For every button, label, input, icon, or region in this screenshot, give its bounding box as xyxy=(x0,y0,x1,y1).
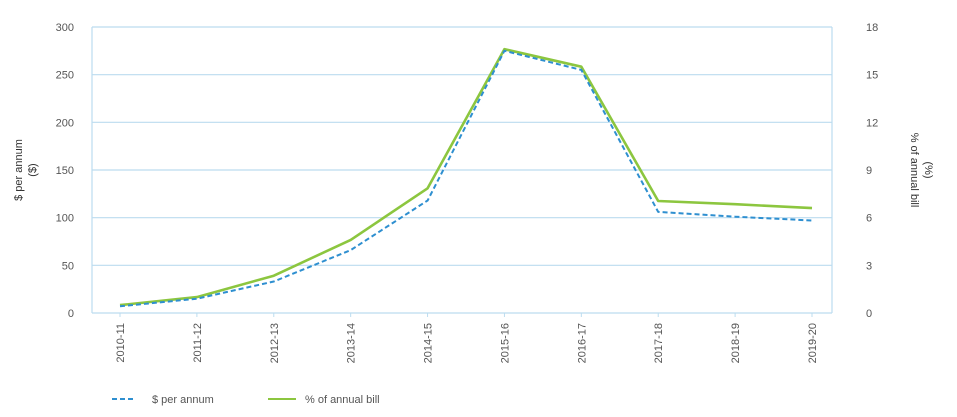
series-line-percent-of-bill xyxy=(119,47,813,307)
right-tick-label: 6 xyxy=(866,213,872,225)
right-tick-label: 12 xyxy=(866,117,878,129)
left-tick-label: 100 xyxy=(56,213,74,225)
right-tick-label: 15 xyxy=(866,70,878,82)
x-tick-label: 2015-16 xyxy=(499,323,511,363)
series-line-dollars-per-annum xyxy=(119,49,813,308)
right-tick-label: 0 xyxy=(866,308,872,320)
left-axis-title-line1: $ per annum xyxy=(13,139,25,201)
left-axis-title-line2: ($) xyxy=(27,163,39,176)
right-tick-label: 18 xyxy=(866,22,878,34)
right-axis-ticks: 0 3 6 9 12 15 18 xyxy=(866,22,878,320)
left-tick-label: 150 xyxy=(56,165,74,177)
right-axis-title-line1: % of annual bill xyxy=(908,133,920,208)
right-tick-label: 9 xyxy=(866,165,872,177)
x-tick-label: 2014-15 xyxy=(423,323,435,363)
right-axis-title-line2: (%) xyxy=(922,161,934,178)
gridlines xyxy=(92,26,832,266)
x-tick-label: 2011-12 xyxy=(192,323,204,363)
x-axis-ticks: 2010-11 2011-12 2012-13 2013-14 2014-15 2015-… xyxy=(115,313,819,363)
x-tick-label: 2019-20 xyxy=(807,323,819,363)
plot-frame xyxy=(91,27,833,314)
series-lines xyxy=(119,47,813,308)
legend-label-dollars: $ per annum xyxy=(152,394,214,406)
x-tick-label: 2012-13 xyxy=(269,323,281,363)
left-tick-label: 300 xyxy=(56,22,74,34)
x-tick-label: 2018-19 xyxy=(730,323,742,363)
left-axis-ticks: 0 50 100 150 200 250 300 xyxy=(56,22,74,320)
left-tick-label: 0 xyxy=(68,308,74,320)
x-tick-label: 2010-11 xyxy=(115,323,127,363)
left-tick-label: 200 xyxy=(56,117,74,129)
x-tick-label: 2017-18 xyxy=(653,323,665,363)
x-tick-label: 2013-14 xyxy=(346,323,358,363)
right-tick-label: 3 xyxy=(866,260,872,272)
legend-label-percent: % of annual bill xyxy=(305,394,380,406)
legend: $ per annum % of annual bill xyxy=(112,394,380,406)
left-tick-label: 250 xyxy=(56,70,74,82)
x-tick-label: 2016-17 xyxy=(576,323,588,363)
left-tick-label: 50 xyxy=(62,260,74,272)
